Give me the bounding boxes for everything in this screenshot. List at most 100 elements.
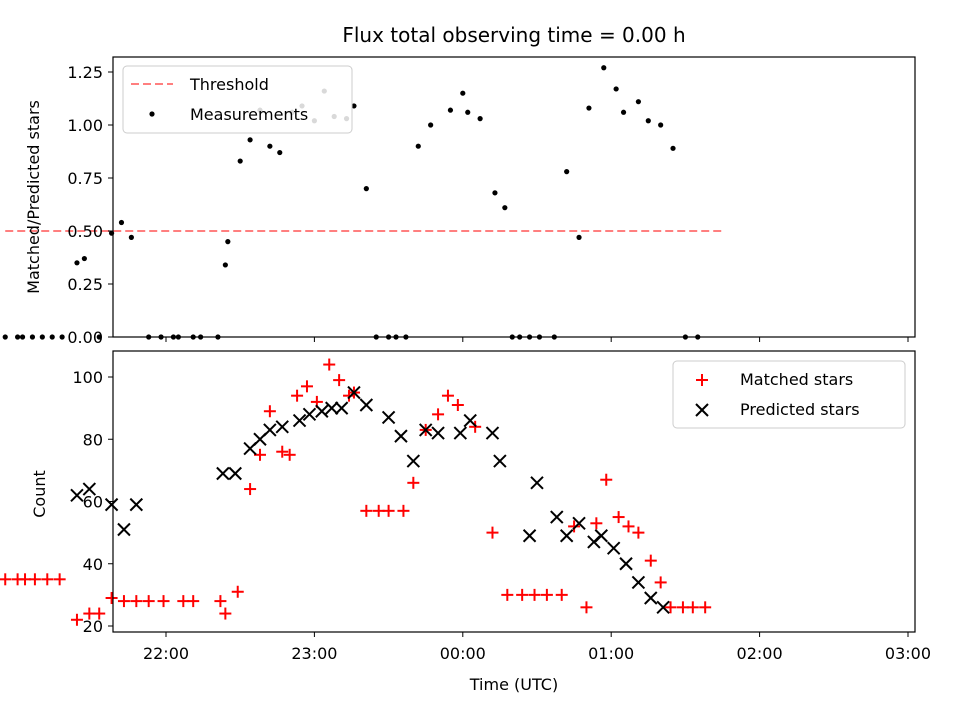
matched-star-point [432, 408, 445, 421]
measurement-point [29, 334, 36, 340]
predicted-star-point [347, 385, 361, 400]
measurement-point [613, 86, 619, 92]
predicted-star-point [129, 497, 144, 512]
matched-star-point [276, 445, 289, 458]
predicted-star-point [263, 423, 277, 437]
predicted-star-point [530, 476, 544, 490]
matched-star-point [157, 595, 170, 608]
predicted-star-point [302, 407, 317, 422]
matched-star-point [441, 389, 454, 402]
matched-star-point [105, 591, 118, 604]
top-y-tick-label: 0.75 [67, 169, 103, 188]
legend-predicted-label: Predicted stars [740, 400, 860, 419]
legend-measurements-label: Measurements [190, 105, 308, 124]
matched-star-point [300, 380, 313, 393]
measurement-point [465, 109, 471, 115]
predicted-star-point [292, 413, 307, 428]
bottom-x-tick-label: 22:00 [143, 644, 189, 663]
matched-star-point [244, 483, 257, 496]
measurement-point [267, 143, 273, 149]
matched-star-point [632, 526, 645, 539]
measurement-point [460, 90, 466, 96]
matched-star-point [451, 399, 464, 412]
top-axes-frame [112, 56, 916, 338]
matched-star-point [360, 504, 373, 517]
matched-star-point [612, 511, 625, 524]
predicted-star-point [381, 410, 396, 425]
predicted-star-point [334, 401, 349, 415]
measurement-point [39, 334, 45, 340]
predicted-star-point [559, 529, 574, 543]
predicted-star-point [463, 413, 477, 428]
bottom-axes-frame [112, 350, 916, 633]
matched-star-point [590, 517, 603, 530]
top-y-tick-label: 1.00 [67, 116, 103, 135]
bottom-y-tick-label: 80 [83, 430, 103, 449]
predicted-star-point [644, 591, 658, 605]
top-y-tick-label: 0.50 [67, 222, 103, 241]
predicted-star-point [418, 423, 433, 437]
matched-star-point [117, 595, 130, 608]
measurement-point [670, 145, 676, 151]
predicted-star-point [104, 497, 119, 512]
matched-star-point [516, 588, 529, 601]
predicted-star-point [572, 516, 586, 530]
bottom-x-ticks: 22:00 23:00 00:00 01:00 02:00 03:00 [143, 632, 931, 663]
measurement-point [576, 234, 582, 240]
matched-star-point [41, 573, 54, 586]
bottom-panel: 20 40 60 80 100 22:00 23:00 00:00 01:00 02:00 03:… [0, 350, 931, 694]
matched-star-point [283, 448, 296, 461]
bottom-x-axis-label: Time (UTC) [469, 675, 558, 694]
matched-star-point [253, 448, 266, 461]
measurement-point [363, 186, 369, 192]
measurement-point [15, 334, 21, 340]
matched-star-point [291, 389, 304, 402]
predicted-star-point [485, 426, 500, 440]
bottom-y-tick-label: 100 [72, 368, 103, 387]
matched-star-point [263, 405, 276, 418]
matched-star-point [528, 588, 541, 601]
matched-star-point [568, 520, 581, 533]
top-legend: Threshold Measurements [122, 65, 353, 134]
measurement-point [428, 122, 434, 128]
legend-matched-swatch [696, 374, 708, 386]
legend-threshold-label: Threshold [189, 75, 269, 94]
bottom-y-tick-label: 60 [83, 493, 103, 512]
matched-star-point [654, 576, 667, 589]
measurement-point [351, 103, 357, 109]
bottom-y-tick-label: 40 [83, 555, 103, 574]
measurement-point [19, 334, 26, 340]
measurement-point [502, 205, 508, 211]
matched-star-point [187, 595, 200, 608]
measurement-point [118, 219, 125, 226]
predicted-star-point [394, 429, 408, 443]
measurement-point [447, 107, 454, 113]
bottom-x-tick-label: 00:00 [440, 644, 486, 663]
measurement-point [635, 99, 642, 105]
predicted-star-point [275, 420, 289, 434]
bottom-x-tick-label: 01:00 [588, 644, 634, 663]
measurement-point [2, 334, 8, 340]
measurement-point [49, 334, 55, 340]
bottom-legend-box [672, 360, 906, 429]
measurement-point [645, 118, 651, 124]
measurement-point [128, 234, 134, 240]
legend-matched-label: Matched stars [740, 370, 853, 389]
top-y-axis-label: Matched/Predicted stars [24, 100, 43, 294]
top-x-ticks [165, 337, 909, 342]
legend-measurements-swatch [149, 111, 155, 117]
matched-star-point [382, 504, 395, 517]
matched-star-point [622, 520, 635, 533]
bottom-x-tick-label: 23:00 [291, 644, 337, 663]
bottom-x-tick-label: 03:00 [885, 644, 931, 663]
matched-star-point [686, 601, 699, 614]
bottom-y-tick-label: 20 [83, 617, 103, 636]
matched-star-point [323, 358, 336, 371]
matched-star-point [600, 473, 613, 486]
bottom-y-axis-label: Count [30, 470, 49, 518]
top-y-tick-label: 1.25 [67, 63, 103, 82]
matched-star-point [333, 374, 346, 387]
predicted-star-point [656, 600, 670, 615]
measurement-point [81, 255, 87, 262]
